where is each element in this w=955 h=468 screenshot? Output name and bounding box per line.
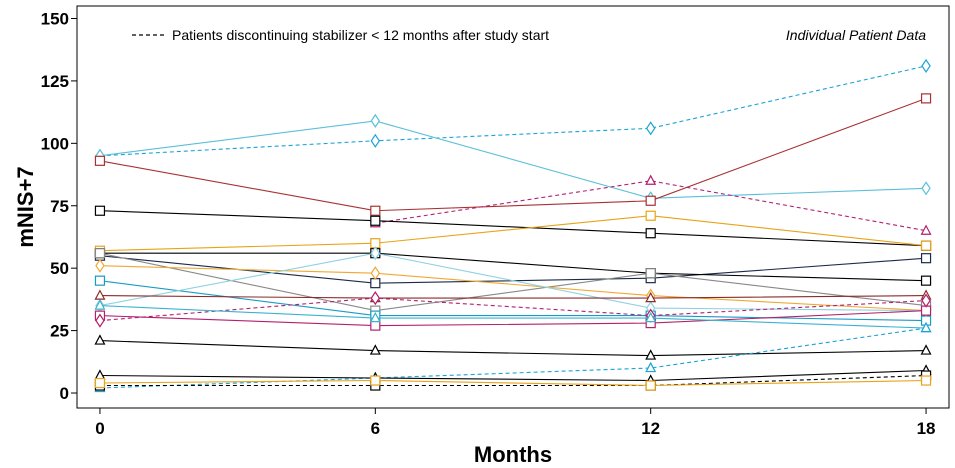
data-point [371,292,379,304]
data-point [646,381,655,390]
series [95,336,930,359]
y-tick-label: 50 [50,259,69,278]
series-line [100,281,926,321]
x-axis-title: Months [474,442,552,467]
data-point [647,122,655,134]
data-point [96,260,104,272]
series-line [100,371,926,381]
series-line [100,211,926,246]
data-point [922,94,931,103]
series-line [100,66,926,156]
series [95,211,930,255]
series-line [100,121,926,198]
series-line [100,253,926,310]
plot-frame [77,6,949,408]
series [95,249,930,315]
series [96,60,930,162]
data-point [646,176,655,185]
data-point [371,115,379,127]
y-axis-title: mNIS+7 [13,166,38,247]
data-point [646,196,655,205]
y-tick-label: 150 [41,9,69,28]
data-point [95,379,104,388]
data-point [922,254,931,263]
series [95,206,930,250]
data-point [95,291,104,300]
y-tick-label: 125 [41,72,69,91]
y-tick-label: 25 [50,322,69,341]
data-point [922,346,931,355]
data-point [95,276,104,285]
data-point [646,269,655,278]
series [95,366,930,384]
series-line [100,266,926,311]
data-point [95,156,104,165]
data-point [95,371,104,380]
data-point [922,182,930,194]
series [95,323,930,391]
data-point [646,229,655,238]
data-point [371,135,379,147]
data-point [646,351,655,360]
series-line [100,381,926,386]
y-tick-label: 75 [50,197,69,216]
data-point [922,60,930,72]
y-tick-label: 100 [41,134,69,153]
series-line [100,341,926,356]
series [95,371,930,390]
x-tick-label: 12 [641,419,660,438]
series [95,376,930,390]
series-layer [95,60,930,392]
data-point [646,211,655,220]
data-point [95,206,104,215]
series-line [100,98,926,210]
legend-label: Patients discontinuing stabilizer < 12 m… [172,27,549,43]
series-line [100,216,926,251]
y-tick-label: 0 [60,384,69,403]
data-point [371,216,380,225]
series [95,94,930,215]
data-point [371,206,380,215]
x-tick-label: 0 [95,419,104,438]
data-point [371,321,380,330]
chart-annotation: Individual Patient Data [786,27,926,43]
series [96,247,930,316]
x-tick-label: 6 [371,419,380,438]
data-point [371,346,380,355]
data-point [95,249,104,258]
data-point [371,376,380,385]
data-point [95,336,104,345]
data-point [922,376,931,385]
x-tick-label: 18 [917,419,936,438]
series [96,115,930,204]
data-point [922,276,931,285]
data-point [371,267,379,279]
data-point [922,241,931,250]
